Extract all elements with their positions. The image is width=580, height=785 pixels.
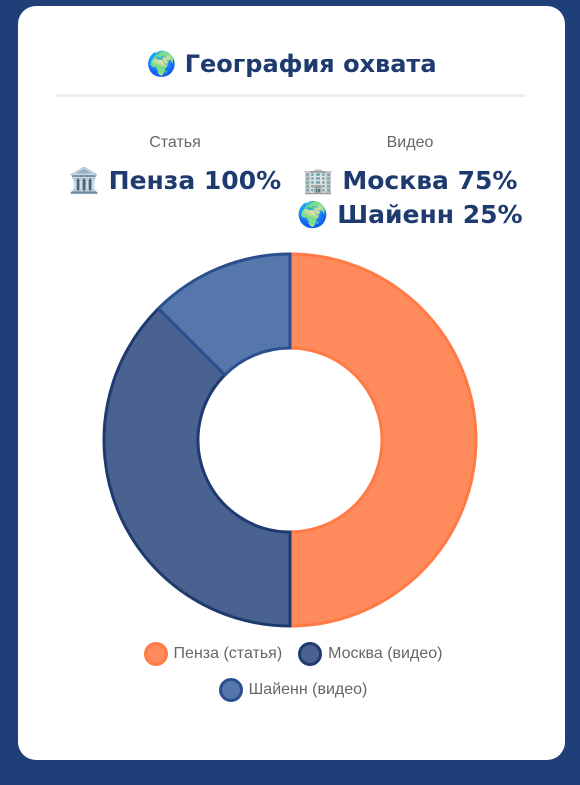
legend-swatch [218, 678, 243, 702]
legend-label: Москва (видео) [328, 645, 443, 662]
legend: Пенза (статья) Москва (видео) Шайенн (виде… [108, 642, 478, 702]
stat-column: Видео 🏢 Москва 75% 🌍 Шайенн 25% [280, 134, 540, 232]
doughnut-chart [102, 252, 478, 628]
legend-item: Москва (видео) [298, 642, 442, 666]
card: 🌍 География охвата Статья 🏛️ Пенза 100% Ви… [18, 6, 565, 760]
stat-value: 🏛️ Пенза 100% [68, 166, 282, 195]
stat-value: 🏢 Москва 75% [302, 166, 518, 195]
doughnut-segment [102, 306, 292, 628]
card-title: 🌍 География охвата [146, 50, 437, 78]
stat-label: Статья [149, 134, 201, 151]
legend-swatch [298, 642, 323, 666]
divider [56, 94, 525, 97]
legend-item: Шайенн (видео) [218, 678, 368, 702]
legend-swatch [143, 642, 168, 666]
stat-label: Видео [386, 134, 434, 151]
stat-value: 🌍 Шайенн 25% [297, 200, 523, 229]
doughnut-segment [156, 252, 292, 378]
legend-label: Шайенн (видео) [248, 681, 368, 698]
doughnut-segment [288, 252, 478, 628]
legend-label: Пенза (статья) [173, 645, 283, 662]
legend-item: Пенза (статья) [143, 642, 283, 666]
stat-column: Статья 🏛️ Пенза 100% [45, 134, 305, 198]
